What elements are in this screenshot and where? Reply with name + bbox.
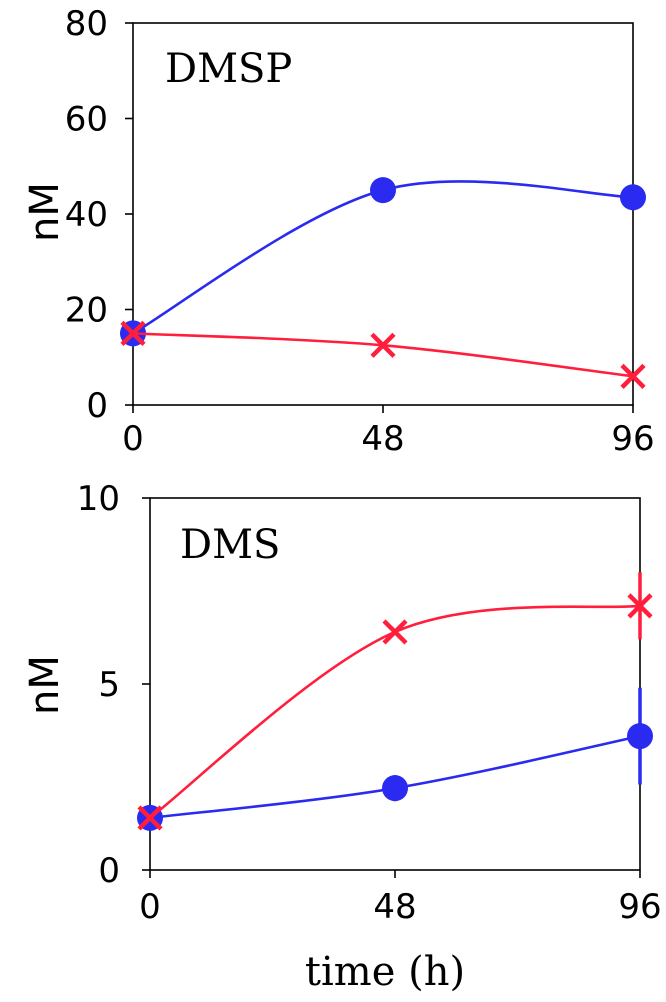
x-axis-title: time (h) — [305, 949, 465, 995]
dms-x-tick-label: 96 — [618, 887, 661, 927]
dms-panel: DMS nM time (h) 0 5 10 0 48 96 — [22, 479, 662, 995]
dmsp-series-circle-line — [132, 180, 634, 335]
dmsp-series-cross-point-stroke — [620, 363, 646, 389]
dmsp-series-cross-point — [620, 363, 646, 389]
dms-panel-title: DMS — [180, 522, 280, 568]
dms-y-tick-label: 5 — [98, 665, 120, 705]
dms-series-cross-point — [627, 593, 653, 619]
dms-series-cross-point — [382, 619, 408, 645]
dmsp-x-tick-label: 48 — [361, 419, 404, 459]
dmsp-y-tick-label: 20 — [65, 291, 108, 331]
dmsp-x-tick-label: 0 — [122, 419, 144, 459]
dms-x-tick-label: 48 — [373, 887, 416, 927]
dmsp-panel: DMSP nM 0 20 40 60 80 0 48 96 — [22, 4, 655, 459]
dms-series-circle-point — [382, 775, 408, 802]
dms-series-cross-point — [137, 805, 163, 831]
dmsp-series-cross-point-stroke — [120, 320, 146, 346]
dms-series-cross-point-stroke — [137, 805, 163, 831]
dmsp-y-tick-label: 40 — [65, 195, 108, 235]
dms-series-circle-point — [627, 723, 653, 750]
dmsp-y-axis-label: nM — [22, 182, 68, 242]
dmsp-series-circle-point — [620, 184, 646, 211]
dmsp-y-tick-label: 80 — [65, 4, 108, 44]
dmsp-x-tick-label: 96 — [611, 419, 654, 459]
dms-series-cross-point-stroke — [382, 619, 408, 645]
dmsp-series-cross-point-stroke — [370, 332, 396, 358]
dms-y-tick-label: 10 — [77, 479, 120, 519]
dmsp-panel-title: DMSP — [165, 46, 292, 92]
dmsp-series-cross-line — [132, 332, 634, 378]
dmsp-series-cross-point — [370, 332, 396, 358]
dmsp-series-cross-point — [120, 320, 146, 346]
dms-y-tick-label: 0 — [98, 851, 120, 891]
dms-x-tick-label: 0 — [139, 887, 161, 927]
dmsp-y-tick-label: 60 — [65, 100, 108, 140]
dmsp-series-circle-point — [370, 177, 396, 204]
dms-y-axis-label: nM — [22, 655, 68, 715]
dmsp-y-tick-label: 0 — [86, 386, 108, 426]
dms-series-cross-point-stroke — [627, 593, 653, 619]
